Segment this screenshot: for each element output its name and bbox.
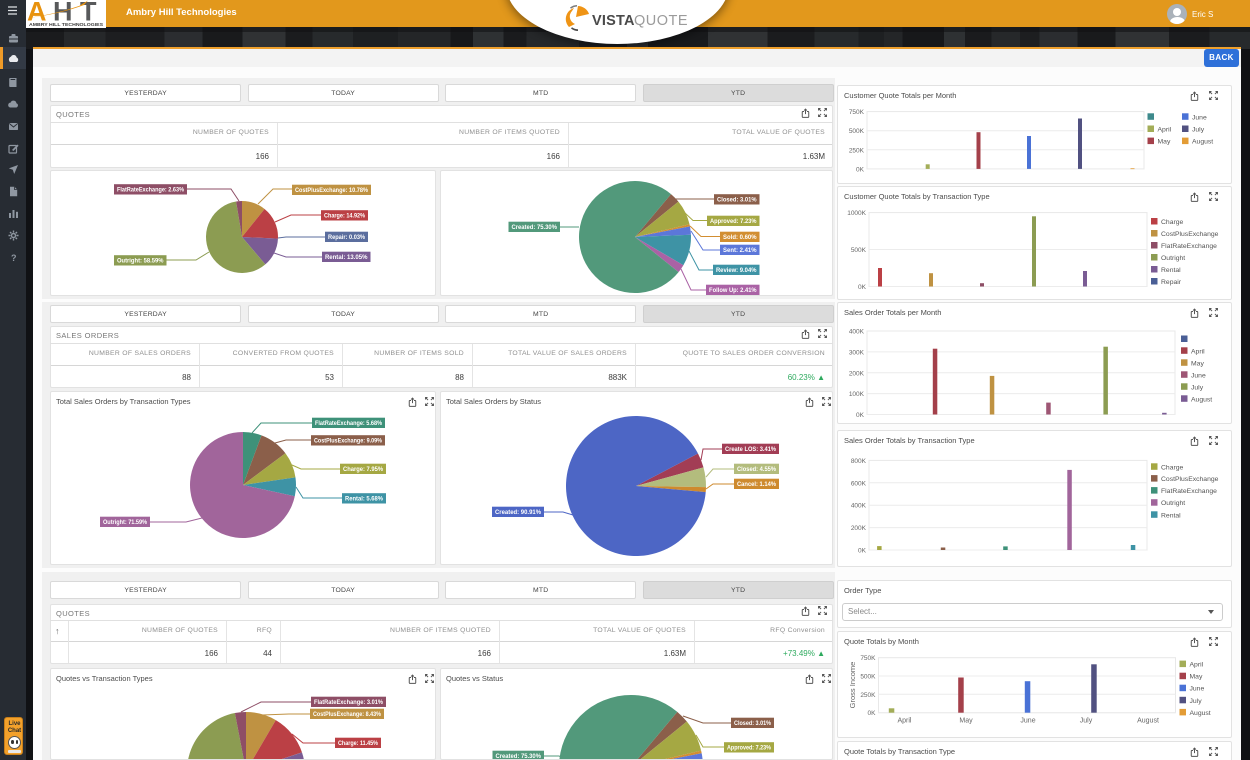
- svg-text:Sold: 0.60%: Sold: 0.60%: [723, 234, 757, 241]
- svg-text:Charge: 7.95%: Charge: 7.95%: [343, 466, 383, 473]
- svg-text:August: August: [1137, 718, 1159, 725]
- svg-text:FlatRateExchange: 3.01%: FlatRateExchange: 3.01%: [314, 699, 383, 706]
- svg-text:April: April: [897, 718, 911, 725]
- svg-text:250K: 250K: [860, 692, 876, 699]
- svg-text:July: July: [1191, 384, 1204, 391]
- svg-text:Approved: 7.23%: Approved: 7.23%: [710, 218, 757, 225]
- svg-text:Rental: Rental: [1161, 267, 1181, 274]
- svg-text:0K: 0K: [856, 412, 865, 419]
- svg-text:Outright: Outright: [1161, 255, 1185, 262]
- svg-text:Rental: 13.05%: Rental: 13.05%: [325, 254, 368, 261]
- svg-text:June: June: [1020, 718, 1035, 725]
- svg-text:250K: 250K: [849, 147, 865, 154]
- svg-text:August: August: [1190, 710, 1211, 717]
- svg-text:May: May: [959, 718, 973, 725]
- svg-text:Rental: 5.68%: Rental: 5.68%: [345, 496, 383, 503]
- svg-text:T: T: [80, 0, 97, 27]
- svg-text:May: May: [1191, 360, 1204, 367]
- svg-text:Gross Income: Gross Income: [848, 662, 857, 709]
- svg-text:Closed: 3.01%: Closed: 3.01%: [717, 197, 757, 204]
- svg-text:800K: 800K: [851, 458, 867, 465]
- svg-text:Closed: 3.01%: Closed: 3.01%: [734, 720, 771, 727]
- svg-text:0K: 0K: [856, 166, 865, 173]
- svg-text:July: July: [1192, 127, 1205, 134]
- svg-text:Cancel: 1.14%: Cancel: 1.14%: [737, 481, 776, 488]
- svg-text:?: ?: [11, 253, 17, 263]
- svg-text:Sent: 2.41%: Sent: 2.41%: [723, 247, 757, 254]
- svg-text:April: April: [1190, 662, 1204, 669]
- svg-text:200K: 200K: [849, 370, 865, 377]
- svg-text:August: August: [1191, 396, 1212, 403]
- svg-text:0K: 0K: [858, 548, 867, 555]
- svg-text:May: May: [1158, 139, 1171, 146]
- svg-text:Charge: 11.45%: Charge: 11.45%: [338, 740, 378, 747]
- svg-text:June: June: [1192, 114, 1207, 121]
- svg-text:600K: 600K: [851, 480, 867, 487]
- svg-text:April: April: [1158, 127, 1172, 134]
- svg-text:CostPlusExchange: 10.78%: CostPlusExchange: 10.78%: [295, 187, 368, 194]
- svg-text:April: April: [1191, 348, 1205, 355]
- svg-text:FlatRateExchange: 5.68%: FlatRateExchange: 5.68%: [315, 420, 382, 427]
- svg-text:Rental: Rental: [1161, 512, 1181, 519]
- svg-text:0K: 0K: [858, 284, 867, 291]
- svg-text:Follow Up: 2.41%: Follow Up: 2.41%: [709, 287, 757, 294]
- svg-text:Outright: 71.59%: Outright: 71.59%: [103, 519, 147, 526]
- svg-text:100K: 100K: [849, 391, 865, 398]
- svg-text:Approved: 7.23%: Approved: 7.23%: [727, 745, 771, 752]
- svg-text:Outright: Outright: [1161, 500, 1185, 507]
- svg-text:400K: 400K: [851, 503, 867, 510]
- svg-text:QUOTE: QUOTE: [634, 13, 688, 29]
- svg-text:Charge: 14.92%: Charge: 14.92%: [324, 213, 365, 220]
- svg-text:Repair: 0.03%: Repair: 0.03%: [328, 234, 365, 241]
- svg-text:750K: 750K: [849, 109, 865, 116]
- svg-text:Outright: 58.59%: Outright: 58.59%: [117, 258, 164, 265]
- svg-text:FlatRateExchange: 2.63%: FlatRateExchange: 2.63%: [117, 187, 184, 194]
- svg-text:1000K: 1000K: [847, 210, 866, 217]
- svg-text:Review: 9.04%: Review: 9.04%: [716, 267, 757, 274]
- svg-text:500K: 500K: [851, 247, 867, 254]
- svg-text:FlatRateExchange: FlatRateExchange: [1161, 243, 1217, 250]
- svg-text:300K: 300K: [849, 349, 865, 356]
- svg-text:CostPlusExchange: CostPlusExchange: [1161, 476, 1219, 483]
- svg-text:Created: 75.30%: Created: 75.30%: [495, 753, 541, 760]
- svg-text:AMBRY HILL TECHNOLOGIES: AMBRY HILL TECHNOLOGIES: [29, 22, 103, 27]
- svg-text:Charge: Charge: [1161, 464, 1184, 471]
- svg-text:May: May: [1190, 674, 1203, 681]
- svg-text:400K: 400K: [849, 329, 865, 336]
- svg-text:CostPlusExchange: CostPlusExchange: [1161, 231, 1219, 238]
- svg-text:A: A: [27, 0, 47, 27]
- svg-text:Create LOS: 3.41%: Create LOS: 3.41%: [725, 446, 776, 453]
- svg-text:500K: 500K: [860, 674, 876, 681]
- svg-text:FlatRateExchange: FlatRateExchange: [1161, 488, 1217, 495]
- svg-text:August: August: [1192, 139, 1213, 146]
- svg-text:June: June: [1190, 686, 1205, 693]
- svg-text:500K: 500K: [849, 128, 865, 135]
- svg-text:Repair: Repair: [1161, 279, 1182, 286]
- svg-text:H: H: [53, 0, 73, 27]
- svg-text:June: June: [1191, 372, 1206, 379]
- svg-text:CostPlusExchange: 8.43%: CostPlusExchange: 8.43%: [313, 711, 381, 718]
- svg-text:Created: 75.30%: Created: 75.30%: [511, 224, 557, 231]
- svg-text:Charge: Charge: [1161, 219, 1184, 226]
- svg-text:0K: 0K: [868, 710, 877, 717]
- svg-text:July: July: [1080, 718, 1093, 725]
- svg-text:VISTA: VISTA: [592, 13, 635, 29]
- svg-text:Closed: 4.55%: Closed: 4.55%: [737, 466, 776, 473]
- svg-text:Created: 90.91%: Created: 90.91%: [495, 509, 541, 516]
- svg-text:200K: 200K: [851, 525, 867, 532]
- svg-text:July: July: [1190, 698, 1203, 705]
- svg-text:750K: 750K: [860, 655, 876, 662]
- svg-text:CostPlusExchange: 9.09%: CostPlusExchange: 9.09%: [314, 438, 382, 445]
